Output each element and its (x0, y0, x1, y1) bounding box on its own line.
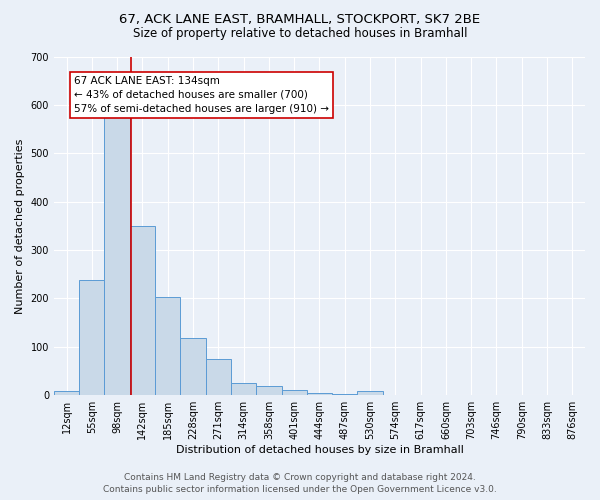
Bar (54, 392, 79, 395)
Bar (206, 359, 231, 395)
Text: Size of property relative to detached houses in Bramhall: Size of property relative to detached ho… (133, 28, 467, 40)
Text: Contains HM Land Registry data © Crown copyright and database right 2024.
Contai: Contains HM Land Registry data © Crown c… (103, 472, 497, 494)
Bar (332, 394, 358, 395)
Bar (358, 392, 383, 395)
Bar (281, 390, 307, 395)
Text: 67 ACK LANE EAST: 134sqm
← 43% of detached houses are smaller (700)
57% of semi-: 67 ACK LANE EAST: 134sqm ← 43% of detach… (74, 76, 329, 114)
Bar (79, 280, 104, 395)
Bar (256, 386, 281, 395)
Bar (307, 393, 332, 395)
Bar (181, 338, 206, 395)
Bar (130, 226, 155, 395)
X-axis label: Distribution of detached houses by size in Bramhall: Distribution of detached houses by size … (176, 445, 463, 455)
Text: 67, ACK LANE EAST, BRAMHALL, STOCKPORT, SK7 2BE: 67, ACK LANE EAST, BRAMHALL, STOCKPORT, … (119, 12, 481, 26)
Bar (231, 383, 256, 395)
Bar (155, 297, 181, 395)
Bar (104, 90, 130, 395)
Y-axis label: Number of detached properties: Number of detached properties (15, 138, 25, 314)
